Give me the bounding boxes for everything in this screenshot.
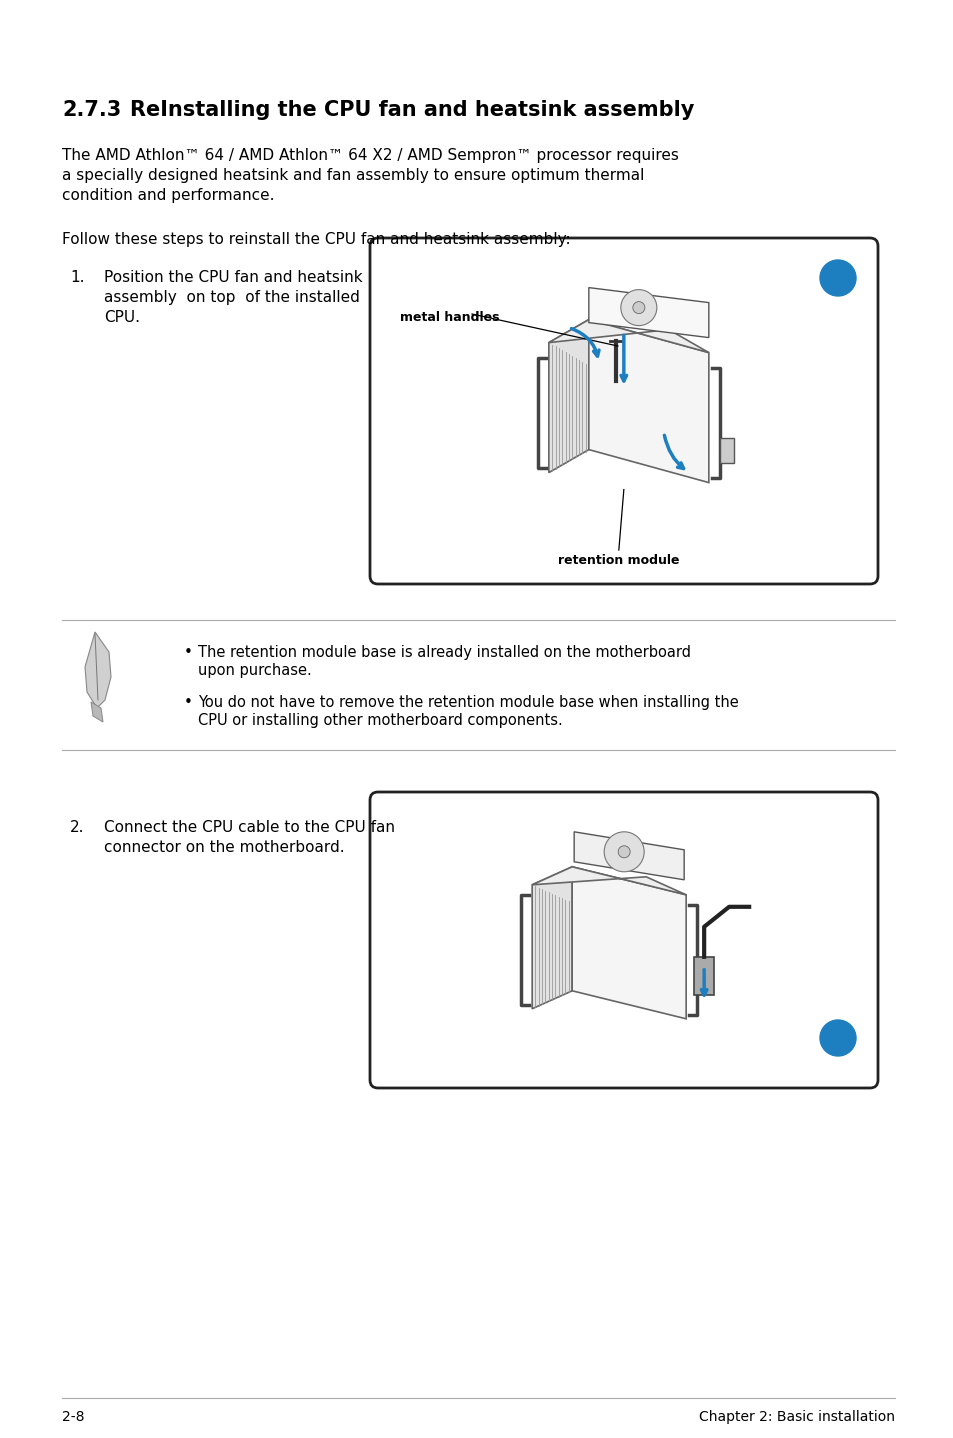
Text: connector on the motherboard.: connector on the motherboard. [104,840,344,856]
Text: •: • [184,695,193,710]
Text: a specially designed heatsink and fan assembly to ensure optimum thermal: a specially designed heatsink and fan as… [62,168,643,183]
Polygon shape [532,867,685,894]
Text: 1.: 1. [70,270,85,285]
Text: Chapter 2: Basic installation: Chapter 2: Basic installation [699,1411,894,1424]
Text: retention module: retention module [558,554,679,567]
Circle shape [632,302,644,313]
Text: The retention module base is already installed on the motherboard: The retention module base is already ins… [198,646,690,660]
Text: CPU.: CPU. [104,311,140,325]
Text: 2.: 2. [70,820,85,835]
FancyBboxPatch shape [370,792,877,1089]
Text: upon purchase.: upon purchase. [198,663,312,677]
Text: You do not have to remove the retention module base when installing the: You do not have to remove the retention … [198,695,738,710]
Polygon shape [588,319,708,483]
FancyBboxPatch shape [370,239,877,584]
Circle shape [603,831,643,871]
Text: condition and performance.: condition and performance. [62,188,274,203]
Polygon shape [548,319,588,473]
Text: Follow these steps to reinstall the CPU fan and heatsink assembly:: Follow these steps to reinstall the CPU … [62,232,570,247]
Text: Connect the CPU cable to the CPU fan: Connect the CPU cable to the CPU fan [104,820,395,835]
Polygon shape [532,867,572,1009]
Circle shape [618,846,630,858]
Polygon shape [572,867,685,1018]
Bar [694,956,714,995]
Text: The AMD Athlon™ 64 / AMD Athlon™ 64 X2 / AMD Sempron™ processor requires: The AMD Athlon™ 64 / AMD Athlon™ 64 X2 /… [62,148,679,162]
Text: 1: 1 [831,269,843,288]
Circle shape [820,260,855,296]
Polygon shape [548,319,708,352]
Text: assembly  on top  of the installed: assembly on top of the installed [104,290,359,305]
Text: metal handles: metal handles [399,311,499,324]
Polygon shape [85,631,111,707]
Text: Position the CPU fan and heatsink: Position the CPU fan and heatsink [104,270,362,285]
Circle shape [820,1020,855,1055]
Polygon shape [720,437,733,463]
Text: 2: 2 [831,1030,843,1047]
Text: 2-8: 2-8 [62,1411,85,1424]
Polygon shape [574,831,683,880]
Circle shape [620,289,657,325]
Text: •: • [184,646,193,660]
Polygon shape [91,702,103,722]
Text: CPU or installing other motherboard components.: CPU or installing other motherboard comp… [198,713,562,728]
Polygon shape [588,288,708,338]
Text: ReInstalling the CPU fan and heatsink assembly: ReInstalling the CPU fan and heatsink as… [130,101,694,119]
Text: 2.7.3: 2.7.3 [62,101,121,119]
